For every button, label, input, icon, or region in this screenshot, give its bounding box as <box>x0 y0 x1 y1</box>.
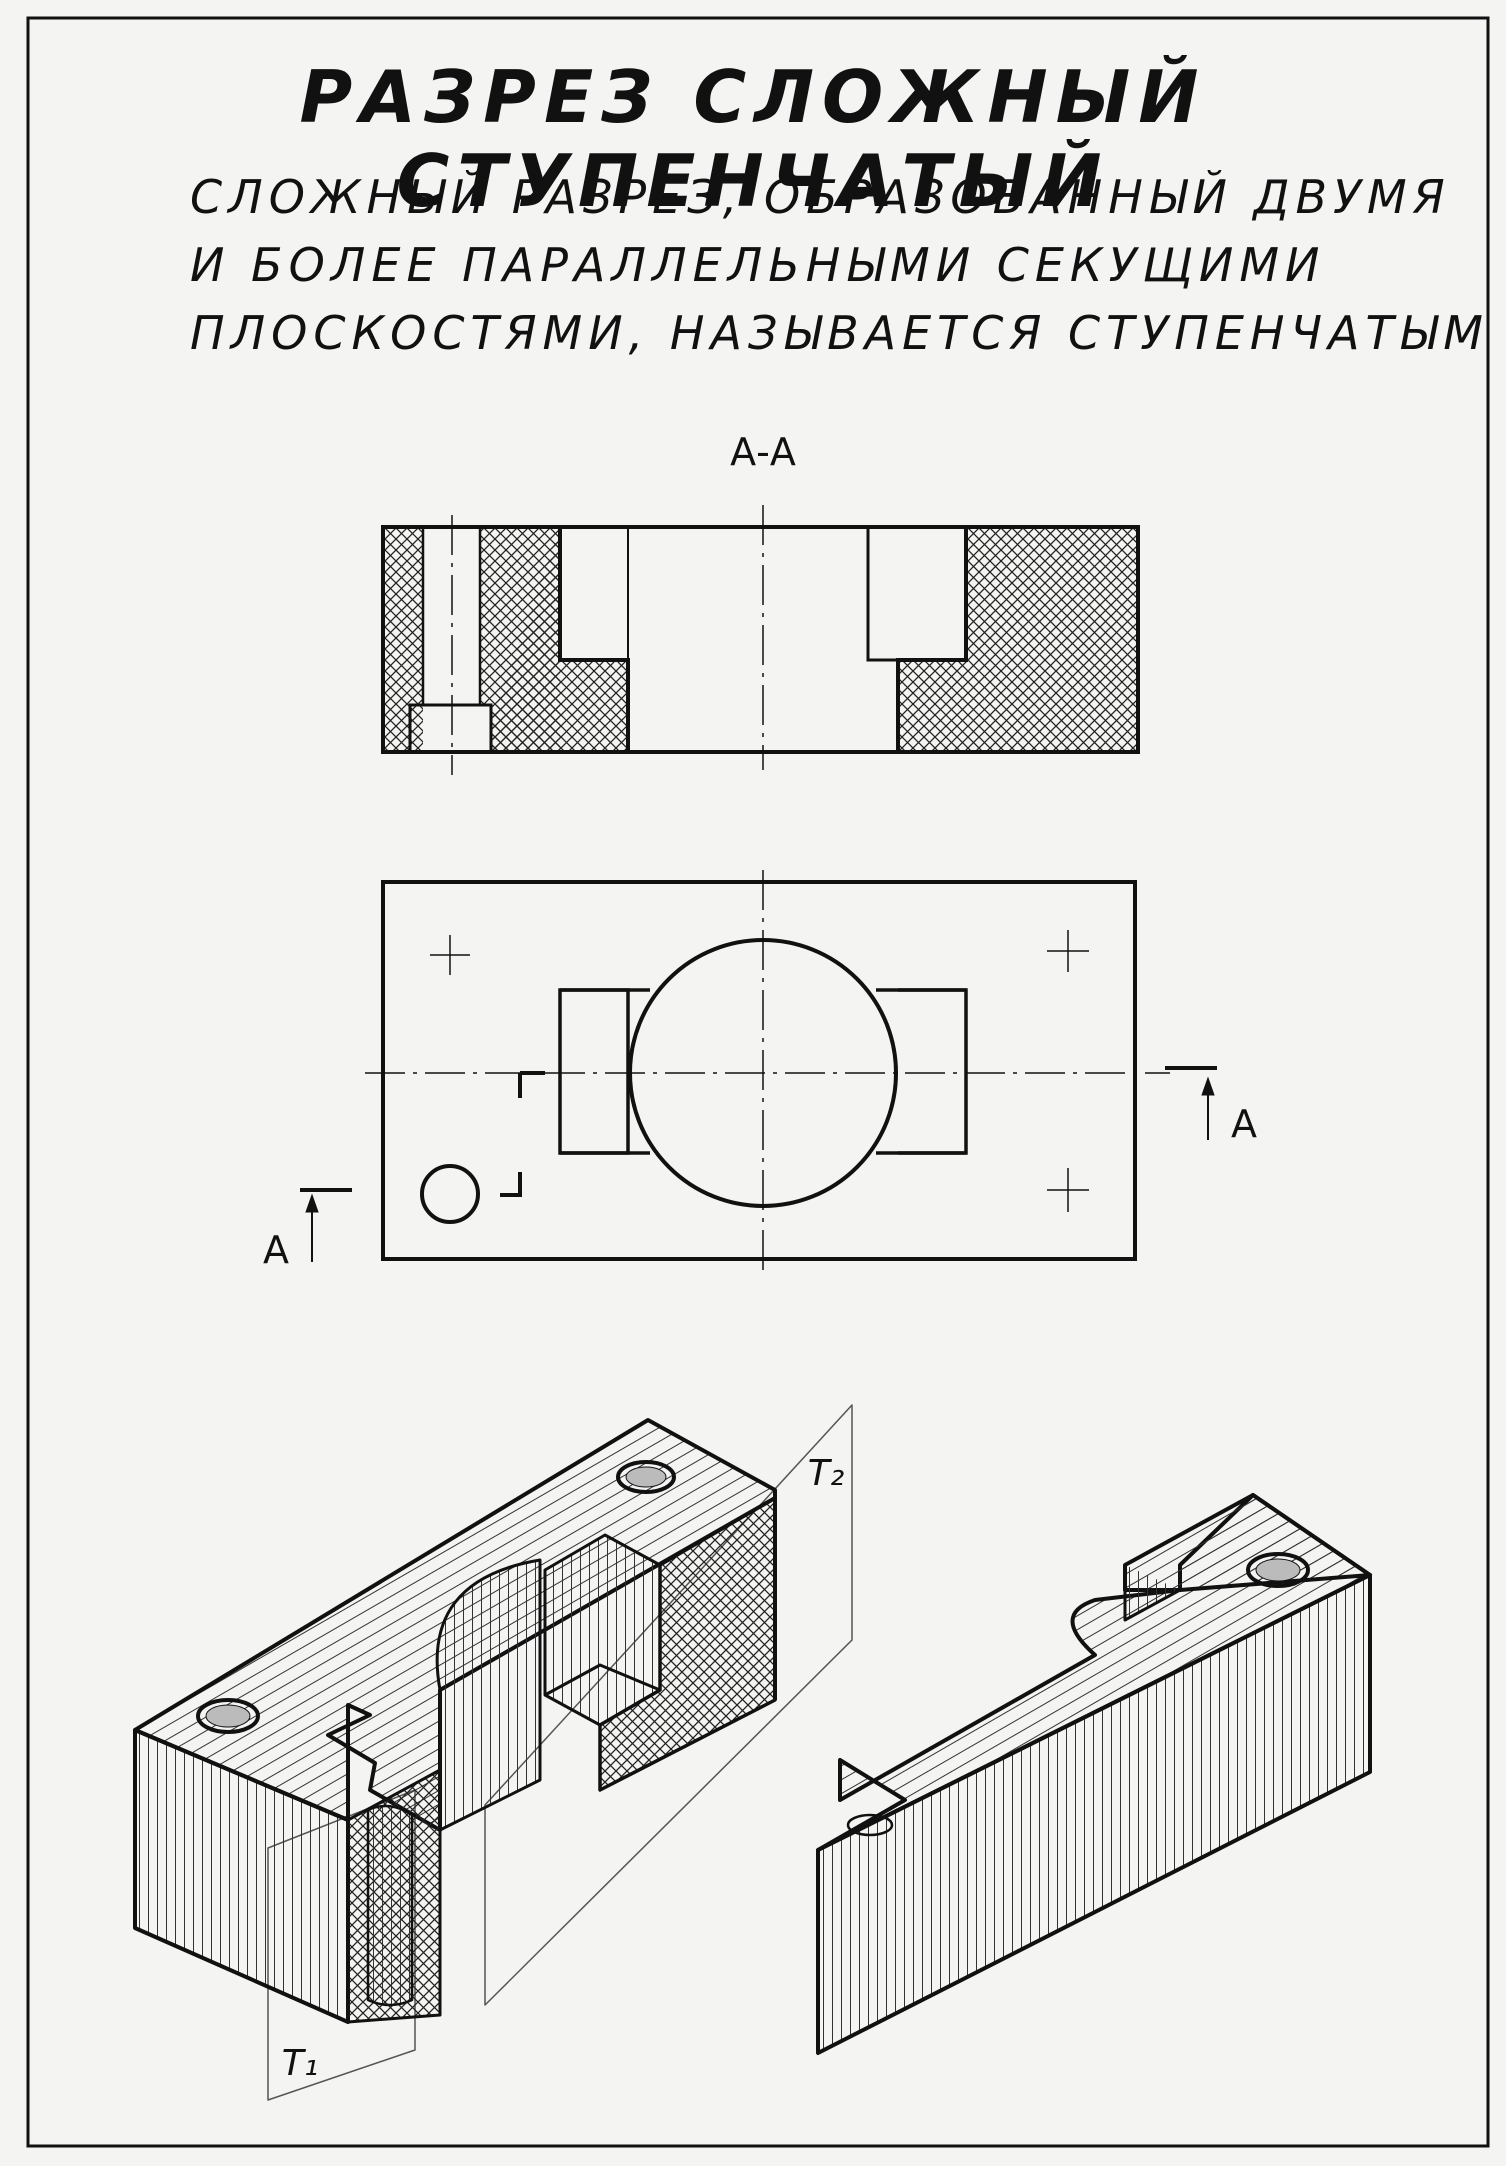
section-a-a-view <box>381 505 1140 775</box>
definition-line-3: ПЛОСКОСТЯМИ, НАЗЫВАЕТСЯ СТУПЕНЧАТЫМ <box>190 306 1489 360</box>
plane-t1-label: T₁ <box>282 2043 318 2084</box>
cut-mark-left-label: А <box>263 1228 289 1272</box>
sheet-frame <box>26 16 1490 2148</box>
plane-t2-label: T₂ <box>808 1453 844 1494</box>
iso-cut-part <box>133 1404 853 2101</box>
poster-title: РАЗРЕЗ СЛОЖНЫЙ СТУПЕНЧАТЫЙ <box>299 55 1207 223</box>
definition-line-2: И БОЛЕЕ ПАРАЛЛЕЛЬНЫМИ СЕКУЩИМИ <box>190 238 1326 292</box>
iso-removed-part <box>816 1493 1372 2055</box>
cut-mark-right-label: А <box>1231 1102 1257 1146</box>
plan-view <box>300 870 1217 1275</box>
definition-line-1: СЛОЖНЫЙ РАЗРЕЗ, ОБРАЗОВАННЫЙ ДВУМЯ <box>190 170 1451 224</box>
section-label: А-А <box>730 430 796 474</box>
